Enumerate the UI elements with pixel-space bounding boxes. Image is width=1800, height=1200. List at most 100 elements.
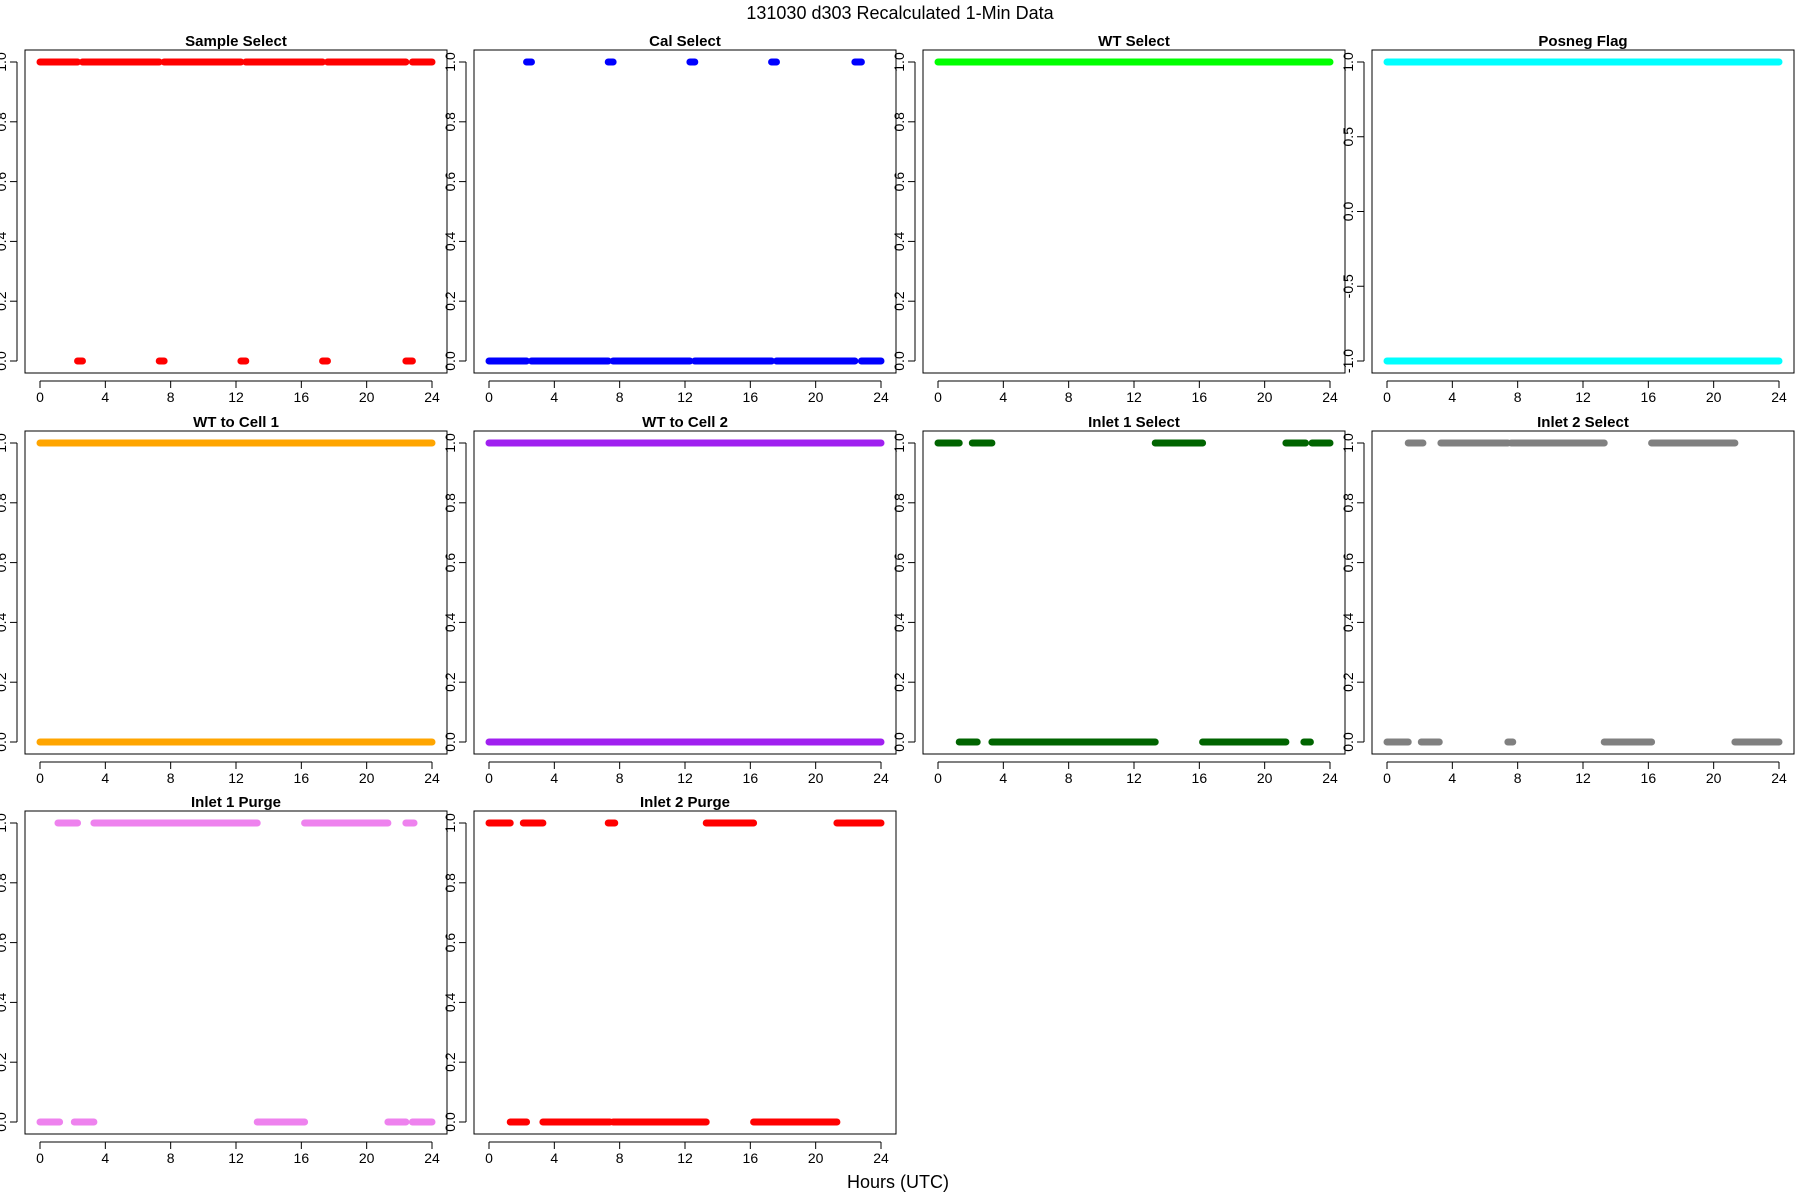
y-tick-label: 0.8 <box>891 493 907 513</box>
x-tick-label: 4 <box>1448 770 1456 786</box>
x-tick-label: 20 <box>808 770 824 786</box>
y-tick-label: 1.0 <box>442 52 458 72</box>
x-tick-label: 12 <box>677 389 693 405</box>
y-tick-label: 0.0 <box>1340 732 1356 752</box>
x-tick-label: 24 <box>1322 770 1338 786</box>
x-tick-label: 12 <box>1575 770 1591 786</box>
x-tick-label: 8 <box>616 1150 624 1166</box>
x-tick-label: 8 <box>616 770 624 786</box>
x-tick-label: 8 <box>167 770 175 786</box>
x-tick-label: 20 <box>808 389 824 405</box>
x-tick-label: 0 <box>1383 770 1391 786</box>
panel-wt-to-cell-2: WT to Cell 2 0 4 8 12 16 20 24 0.0 0.2 0.4 0.6 0.8 1.… <box>442 414 897 786</box>
y-tick-label: 0.8 <box>891 112 907 132</box>
plot-frame <box>24 430 448 755</box>
y-tick-label: 0.0 <box>891 351 907 371</box>
y-tick-label: 0.2 <box>891 291 907 311</box>
x-tick-label: 20 <box>808 1150 824 1166</box>
x-tick-label: 0 <box>36 770 44 786</box>
x-tick-label: 16 <box>1641 389 1657 405</box>
y-tick-label: 0.2 <box>0 672 9 692</box>
y-tick-label: 0.2 <box>442 291 458 311</box>
x-tick-label: 20 <box>1257 770 1273 786</box>
panel-title: WT to Cell 2 <box>642 414 728 431</box>
x-tick-label: 16 <box>1641 770 1657 786</box>
x-tick-label: 0 <box>485 1150 493 1166</box>
plot-frame <box>922 49 1346 374</box>
x-tick-label: 0 <box>36 389 44 405</box>
plot-frame <box>473 49 897 374</box>
x-tick-label: 24 <box>873 1150 889 1166</box>
x-tick-label: 8 <box>616 389 624 405</box>
x-tick-label: 12 <box>677 1150 693 1166</box>
figure-title: 131030 d303 Recalculated 1-Min Data <box>746 3 1054 23</box>
x-tick-label: 4 <box>101 389 109 405</box>
y-tick-label: 0.8 <box>442 112 458 132</box>
x-tick-label: 4 <box>999 770 1007 786</box>
y-tick-label: 0.0 <box>442 351 458 371</box>
x-tick-label: 24 <box>424 389 440 405</box>
x-tick-label: 20 <box>359 389 375 405</box>
panel-title: Sample Select <box>185 33 287 50</box>
x-tick-label: 16 <box>743 389 759 405</box>
y-tick-label: 0.4 <box>0 231 9 251</box>
y-tick-label: 0.4 <box>891 231 907 251</box>
y-tick-label: 0.8 <box>442 493 458 513</box>
panel-sample-select: Sample Select 0 4 8 12 16 20 24 0.0 0.2 0.4 0.6 0.8 1… <box>0 33 448 405</box>
y-tick-label: 0.5 <box>1340 127 1356 147</box>
x-tick-label: 24 <box>873 770 889 786</box>
x-tick-label: 20 <box>1706 770 1722 786</box>
x-tick-label: 8 <box>167 1150 175 1166</box>
y-tick-label: 1.0 <box>0 52 9 72</box>
x-tick-label: 16 <box>294 389 310 405</box>
y-tick-label: 0.6 <box>442 933 458 953</box>
y-tick-label: 0.8 <box>0 873 9 893</box>
y-tick-label: 1.0 <box>0 813 9 833</box>
x-tick-label: 16 <box>743 770 759 786</box>
x-tick-label: 20 <box>359 1150 375 1166</box>
y-tick-label: 0.4 <box>0 992 9 1012</box>
x-tick-label: 24 <box>424 1150 440 1166</box>
plot-frame <box>1371 430 1795 755</box>
x-tick-label: 0 <box>485 389 493 405</box>
x-tick-label: 4 <box>550 770 558 786</box>
plot-frame <box>24 810 448 1135</box>
x-tick-label: 16 <box>1192 770 1208 786</box>
x-tick-label: 20 <box>1257 389 1273 405</box>
panel-cal-select: Cal Select 0 4 8 12 16 20 24 0.0 0.2 0.4 0.6 0.8 1.0 <box>442 33 897 405</box>
y-tick-label: 1.0 <box>1340 52 1356 72</box>
x-tick-label: 24 <box>1771 770 1787 786</box>
y-tick-label: 0.6 <box>891 553 907 573</box>
y-tick-label: 0.6 <box>0 172 9 192</box>
x-tick-label: 24 <box>1322 389 1338 405</box>
panel-inlet-2-select: Inlet 2 Select 0 4 8 12 16 20 24 0.0 0.2 0.4 0.6 0.8… <box>1340 414 1795 786</box>
x-tick-label: 8 <box>1065 389 1073 405</box>
y-tick-label: 0.4 <box>1340 612 1356 632</box>
y-tick-label: 1.0 <box>0 433 9 453</box>
y-tick-label: 0.0 <box>0 1112 9 1132</box>
y-tick-label: 0.6 <box>0 553 9 573</box>
plot-frame <box>24 49 448 374</box>
y-tick-label: 1.0 <box>1340 433 1356 453</box>
panel-title: WT to Cell 1 <box>193 414 279 431</box>
y-tick-label: 0.2 <box>1340 672 1356 692</box>
panel-title: Inlet 2 Select <box>1537 414 1629 431</box>
x-tick-label: 4 <box>999 389 1007 405</box>
plot-frame <box>473 430 897 755</box>
panel-title: Posneg Flag <box>1538 33 1627 50</box>
x-tick-label: 12 <box>677 770 693 786</box>
panel-inlet-2-purge: Inlet 2 Purge 0 4 8 12 16 20 24 0.0 0.2 0.4 0.6 0.8 1… <box>442 794 897 1166</box>
panel-inlet-1-select: Inlet 1 Select 0 4 8 12 16 20 24 0.0 0.2 0.4 0.6 0.8… <box>891 414 1346 786</box>
y-tick-label: 0.6 <box>0 933 9 953</box>
x-tick-label: 16 <box>743 1150 759 1166</box>
x-tick-label: 8 <box>1514 770 1522 786</box>
panel-title: Inlet 2 Purge <box>640 794 730 811</box>
y-tick-label: 0.0 <box>0 351 9 371</box>
x-tick-label: 20 <box>1706 389 1722 405</box>
panel-posneg-flag: Posneg Flag 0 4 8 12 16 20 24 -1.0 -0.5 0.0 0.5 1.0 <box>1340 33 1795 405</box>
chart-panels: Sample Select 0 4 8 12 16 20 24 0.0 0.2 0.4 0.6 0.8 1… <box>0 33 1795 1166</box>
plot-frame <box>1371 49 1795 374</box>
y-tick-label: 0.4 <box>442 612 458 632</box>
y-tick-label: 0.4 <box>891 612 907 632</box>
